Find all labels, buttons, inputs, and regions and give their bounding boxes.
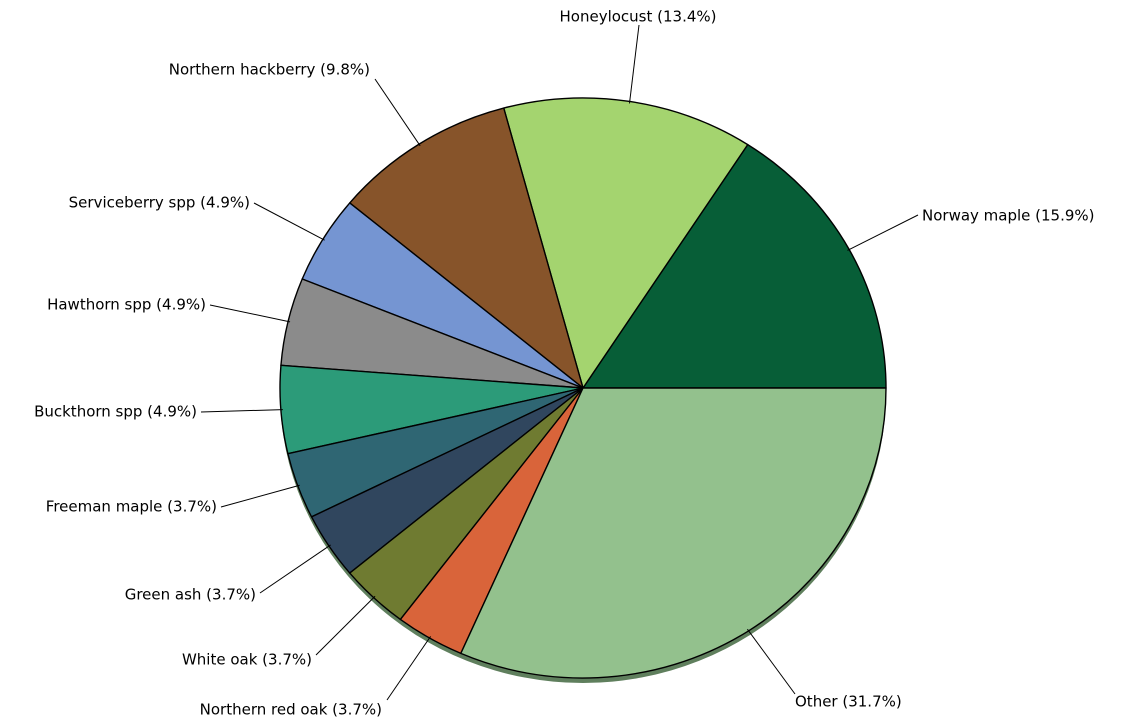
slice-label: Buckthorn spp (4.9%) [34, 403, 197, 421]
leader-line [315, 595, 376, 656]
leader-line [747, 628, 796, 695]
leader-line [253, 202, 325, 241]
slice-label: Northern hackberry (9.8%) [169, 61, 370, 79]
leader-line [847, 214, 919, 251]
leader-line [628, 24, 640, 104]
leader-line [259, 544, 331, 594]
slice-label: Other (31.7%) [795, 693, 902, 711]
leader-line [220, 484, 300, 508]
leader-line [386, 636, 432, 701]
leader-line [374, 78, 421, 147]
slice-label: Northern red oak (3.7%) [200, 701, 382, 719]
leader-line [209, 304, 291, 323]
slice-label: Green ash (3.7%) [125, 586, 256, 604]
slice-label: Serviceberry spp (4.9%) [69, 194, 250, 212]
slice-label: Norway maple (15.9%) [922, 207, 1095, 225]
slice-label: Freeman maple (3.7%) [46, 498, 217, 516]
slice-label: Honeylocust (13.4%) [560, 8, 717, 26]
slice-label: Hawthorn spp (4.9%) [47, 296, 206, 314]
slice-label: White oak (3.7%) [182, 651, 312, 669]
leader-line [200, 409, 283, 413]
